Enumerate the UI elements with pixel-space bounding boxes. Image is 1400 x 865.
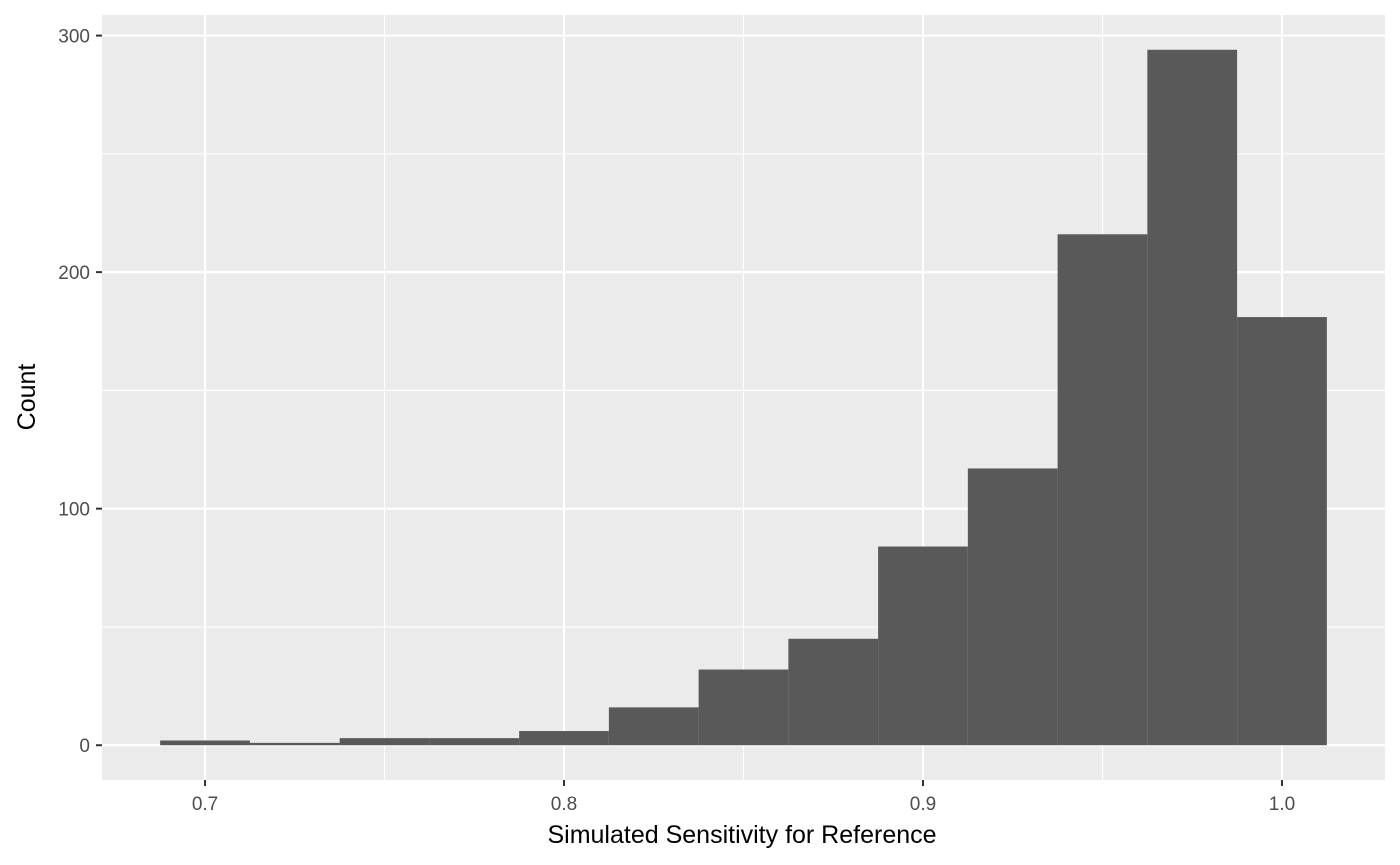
histogram-bar [967, 468, 1058, 746]
x-tick-label: 1.0 [1269, 794, 1295, 815]
histogram-bar [429, 738, 520, 746]
histogram-bars [160, 49, 1327, 746]
y-tick-label: 300 [58, 27, 90, 48]
histogram-bar [1147, 49, 1238, 746]
histogram-bar [160, 740, 250, 746]
y-tick-label: 200 [58, 263, 90, 284]
y-axis-ticks: 0 100 200 300 [58, 27, 102, 757]
x-tick-label: 0.9 [910, 794, 936, 815]
y-axis-title: Count [13, 364, 41, 431]
histogram-bar [339, 738, 430, 746]
y-tick-label: 0 [79, 736, 90, 757]
x-tick-label: 0.8 [551, 794, 577, 815]
histogram-bar [698, 669, 789, 746]
histogram-bar [519, 731, 609, 746]
x-tick-label: 0.7 [192, 794, 218, 815]
histogram-bar [878, 546, 968, 746]
y-tick-label: 100 [58, 500, 90, 521]
histogram-bar [249, 742, 340, 746]
histogram-bar [788, 638, 879, 746]
histogram-bar [1237, 317, 1327, 746]
x-axis-ticks: 0.7 0.8 0.9 1.0 [192, 780, 1295, 815]
x-axis-title: Simulated Sensitivity for Reference [547, 821, 936, 849]
histogram-bar [608, 707, 699, 746]
histogram-bar [1057, 234, 1148, 746]
